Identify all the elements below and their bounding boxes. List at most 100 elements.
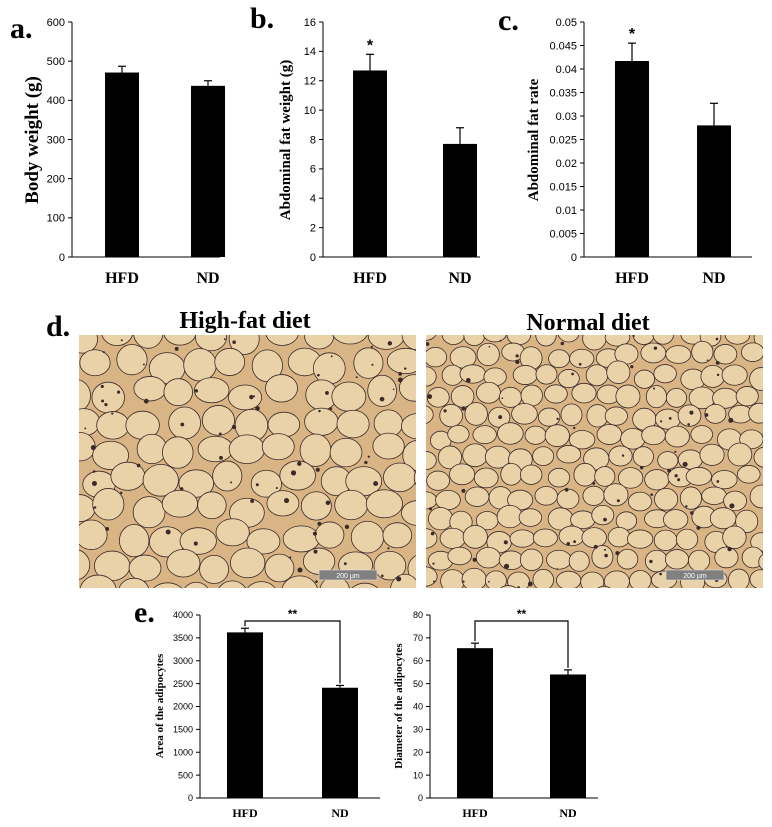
- significance-marker: *: [367, 37, 374, 54]
- adipocyte-cell: [735, 509, 759, 533]
- x-category-label: ND: [702, 270, 725, 287]
- adipocyte-cell: [512, 365, 538, 385]
- nucleus: [101, 399, 105, 403]
- adipocyte-cell: [386, 347, 416, 375]
- adipocyte-cell: [500, 462, 523, 486]
- nucleus: [104, 403, 108, 407]
- nucleus: [343, 562, 347, 566]
- adipocyte-cell: [197, 491, 227, 520]
- adipocyte-cell: [652, 335, 675, 345]
- adipocyte-cell: [711, 470, 738, 490]
- adipocyte-cell: [560, 403, 583, 427]
- y-tick-label: 4000: [173, 610, 193, 620]
- adipocyte-cell: [413, 470, 416, 486]
- nucleus: [432, 562, 435, 565]
- adipocyte-cell: [299, 433, 332, 467]
- y-tick-label: 0: [418, 793, 423, 803]
- nucleus: [716, 373, 720, 377]
- adipocyte-cell: [153, 582, 182, 588]
- adipocyte-cell: [264, 553, 295, 583]
- nucleus: [230, 481, 233, 484]
- adipocyte-cell: [568, 550, 590, 572]
- adipocyte-cell: [365, 489, 403, 519]
- adipocyte-cell: [353, 347, 384, 379]
- adipocyte-cell: [500, 585, 517, 588]
- nucleus: [325, 391, 329, 395]
- adipocyte-cell: [640, 342, 667, 364]
- y-tick-label: 0.04: [556, 64, 577, 76]
- adipocyte-cell: [447, 546, 472, 566]
- adipocyte-cell: [664, 549, 690, 570]
- micrograph-right: 200 µm: [426, 335, 763, 588]
- chart-a-plot: 0 100 200 300 400 500 600 Body weight (g) HFD ND: [22, 17, 225, 287]
- adipocyte-cell: [653, 529, 678, 551]
- adipocyte-cell: [654, 487, 679, 511]
- adipocyte-cell: [556, 570, 582, 588]
- nucleus: [318, 409, 321, 413]
- nucleus: [465, 377, 471, 383]
- nucleus: [371, 363, 374, 366]
- adipocyte-cell: [426, 405, 434, 424]
- adipocyte-cell: [498, 550, 524, 571]
- adipocyte-cell: [534, 486, 558, 506]
- adipocyte-cell: [399, 374, 416, 402]
- adipocyte-cell: [665, 387, 688, 408]
- y-tick-label: 600: [47, 17, 65, 29]
- adipocyte-cell: [472, 425, 497, 445]
- adipocyte-cell: [580, 571, 605, 588]
- adipocyte-cell: [741, 342, 763, 362]
- nucleus: [603, 517, 607, 522]
- adipocyte-cell: [329, 437, 363, 468]
- adipocyte-cell: [267, 411, 301, 438]
- adipocyte-cell: [116, 344, 148, 376]
- adipocyte-cell: [372, 432, 405, 460]
- adipocyte-cell: [688, 549, 711, 572]
- nucleus: [501, 397, 504, 400]
- adipocyte-cell: [439, 403, 463, 428]
- nucleus: [639, 465, 644, 470]
- adipocyte-cell: [607, 526, 631, 548]
- panel-letter-c: c.: [498, 4, 519, 37]
- y-tick-label: 500: [178, 770, 193, 780]
- adipocyte-cell: [596, 424, 623, 445]
- adipocyte-cell: [753, 335, 763, 349]
- bar: [322, 687, 358, 798]
- adipocyte-cell: [142, 463, 179, 497]
- bar: [105, 72, 139, 258]
- adipocyte-cell: [79, 549, 91, 580]
- adipocyte-cell: [461, 567, 487, 588]
- adipocyte-cell: [178, 469, 215, 498]
- significance-marker: *: [629, 26, 636, 43]
- nucleus: [653, 387, 656, 390]
- nucleus: [290, 470, 297, 476]
- y-tick-label: 10: [304, 105, 316, 117]
- nucleus: [355, 376, 358, 379]
- nucleus: [573, 426, 576, 430]
- adipocyte-cell: [677, 404, 702, 427]
- nucleus: [397, 377, 403, 383]
- y-tick-label: 16: [304, 17, 316, 29]
- adipocyte-cell: [426, 470, 450, 491]
- y-tick-label: 100: [47, 213, 65, 225]
- adipocyte-cell: [721, 364, 748, 386]
- x-category-label: HFD: [105, 270, 139, 287]
- adipocyte-cell: [464, 402, 488, 426]
- adipocyte-cell: [428, 507, 454, 531]
- adipocyte-cell: [665, 345, 692, 364]
- nucleus: [578, 362, 582, 366]
- nucleus: [255, 406, 260, 411]
- adipocyte-cell: [266, 490, 300, 517]
- adipocyte-cell: [92, 488, 125, 521]
- adipocyte-cell: [475, 546, 501, 569]
- nucleus: [615, 551, 620, 556]
- y-tick-label: 20: [413, 747, 423, 757]
- y-tick-label: 0.045: [549, 40, 577, 52]
- nucleus: [566, 541, 571, 546]
- nucleus: [632, 335, 635, 338]
- y-tick-label: 0: [188, 793, 193, 803]
- panel-letter-b: b.: [250, 2, 274, 35]
- nucleus: [84, 427, 87, 430]
- adipocyte-cell: [212, 460, 243, 492]
- adipocyte-cell: [161, 489, 198, 518]
- adipocyte-cell: [199, 554, 229, 584]
